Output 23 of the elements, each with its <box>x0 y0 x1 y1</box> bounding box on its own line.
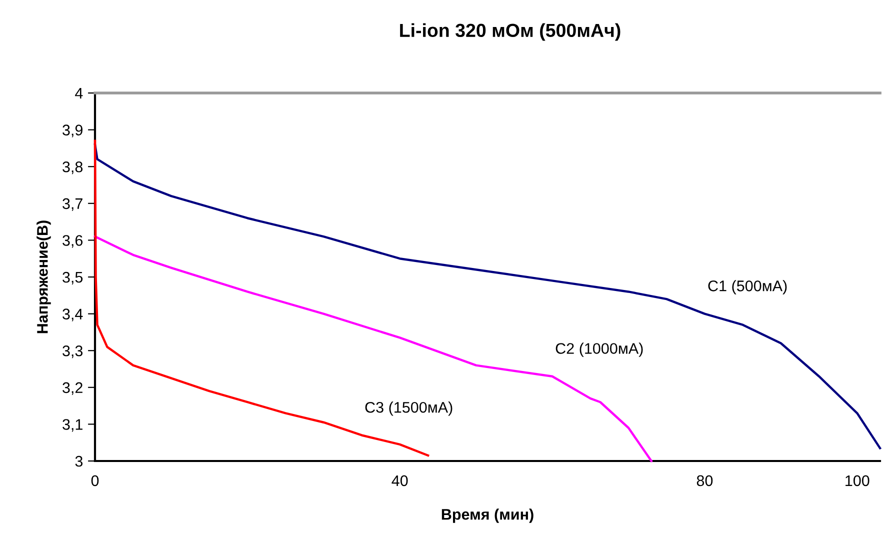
x-tick-label: 100 <box>846 475 870 486</box>
y-tick-label: 3,2 <box>62 382 82 395</box>
line-series <box>94 235 652 462</box>
y-tick-label: 3,8 <box>62 161 83 174</box>
x-axis-title: Время (мин) <box>442 508 534 523</box>
chart-title: Li-ion 320 мОм (500мАч) <box>400 23 620 41</box>
y-tick-label: 3,6 <box>62 235 83 248</box>
y-tick-label: 3,1 <box>62 419 82 432</box>
y-tick-label: 3,7 <box>62 198 82 211</box>
x-tick-label: 0 <box>91 475 99 486</box>
series-label: C3 (1500мА) <box>365 402 452 416</box>
y-tick-label: 3,9 <box>62 124 82 138</box>
y-tick-label: 3 <box>75 456 83 467</box>
y-tick-label: 3,4 <box>62 308 83 322</box>
line-series <box>94 143 882 450</box>
x-tick-label: 80 <box>696 475 713 486</box>
y-tick-label: 3,3 <box>62 345 83 358</box>
series-label: C1 (500мА) <box>708 280 787 294</box>
x-tick-label: 40 <box>392 475 408 486</box>
y-tick-label: 4 <box>75 88 83 99</box>
y-axis-title: Напряжение(В) <box>36 220 51 334</box>
series-label: C2 (1000мА) <box>556 342 643 357</box>
y-tick-label: 3,5 <box>62 272 83 284</box>
